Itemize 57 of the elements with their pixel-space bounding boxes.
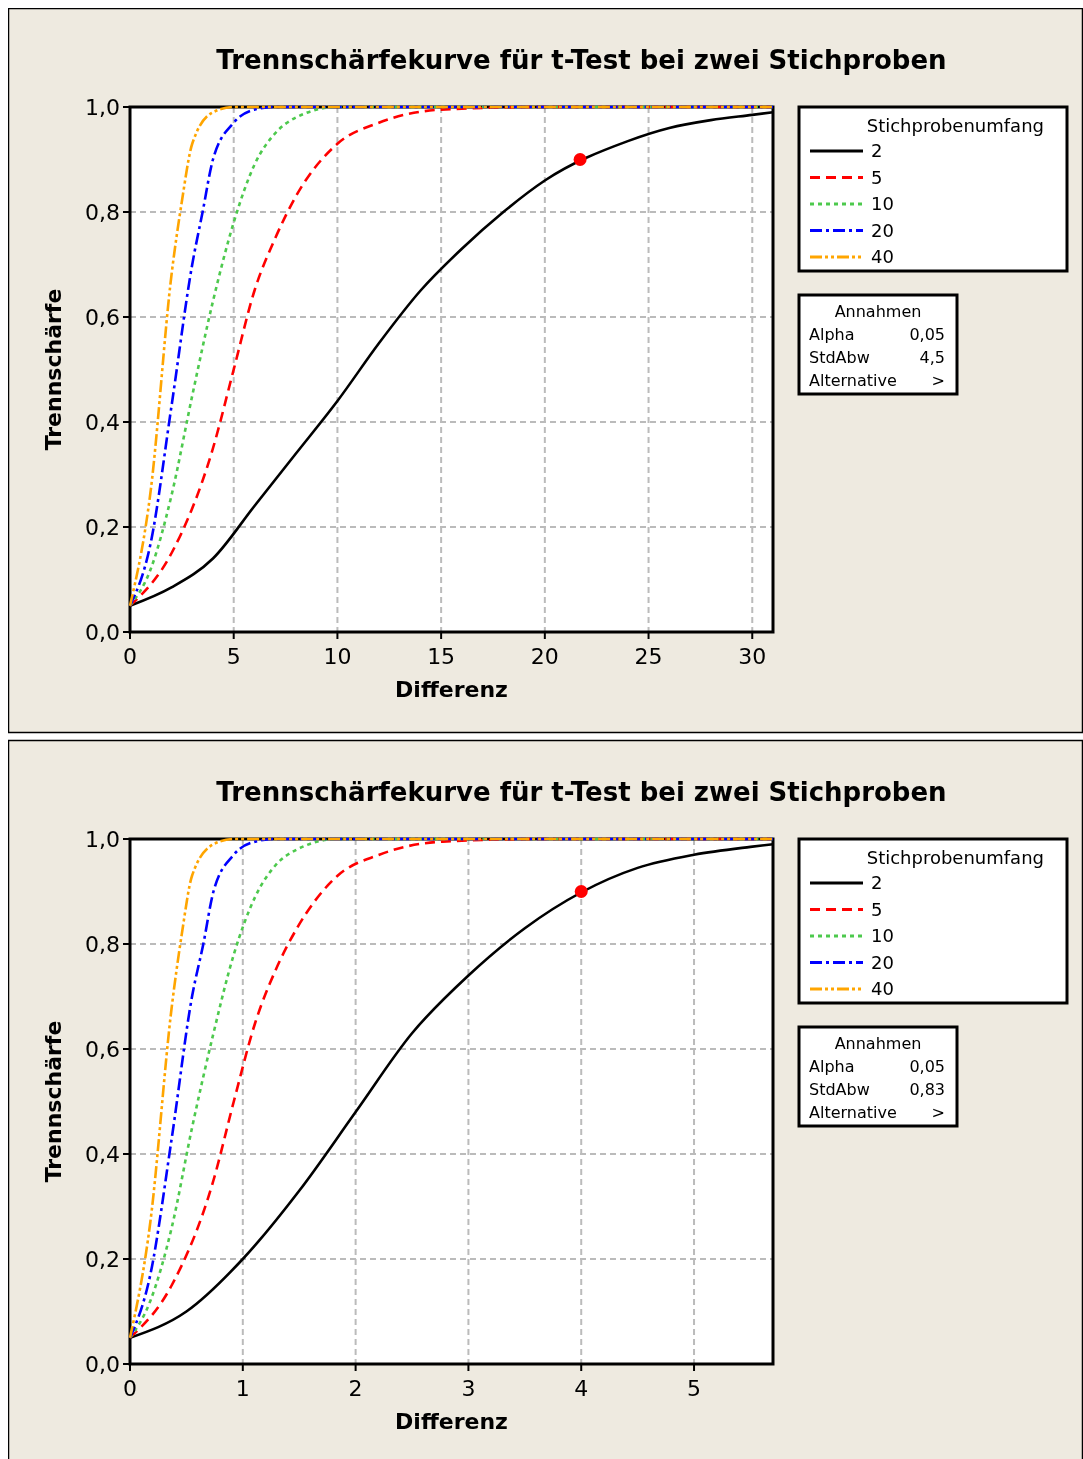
x-tick-label: 2 [348,1376,363,1401]
y-tick-label: 0,4 [85,410,120,435]
x-axis-title: Differenz [395,1409,508,1434]
y-axis-title: Trennschärfe [41,288,66,451]
text: Alpha [809,1057,855,1076]
y-tick-label: 1,0 [85,827,120,852]
x-tick-label: 0 [123,1376,137,1401]
x-tick-label: 25 [634,644,663,669]
legend-label: 5 [871,898,883,920]
text: 0,05 [909,325,945,344]
text: 4,5 [919,348,945,367]
legend-label: 10 [871,925,894,946]
text: StdAbw [809,348,870,367]
chart-title: Trennschärfekurve für t-Test bei zwei Stichproben [216,777,947,807]
legend-title: Stichprobenumfang [866,115,1044,136]
y-tick-label: 1,0 [85,95,120,120]
x-tick-label: 10 [323,644,352,669]
legend-title: Stichprobenumfang [866,847,1044,868]
x-tick-label: 20 [530,644,559,669]
text: > [931,371,945,390]
x-tick-label: 1 [235,1376,250,1401]
x-tick-label: 3 [461,1376,476,1401]
y-tick-label: 0,6 [85,1037,120,1062]
y-tick-label: 0,8 [85,200,120,225]
y-tick-label: 0,6 [85,305,120,330]
x-tick-label: 30 [738,644,767,669]
legend-label: 2 [871,140,883,161]
y-tick-label: 0,8 [85,932,120,957]
legend-label: 20 [871,951,894,973]
text: Annahmen [834,302,922,321]
y-axis-title: Trennschärfe [41,1020,66,1183]
text: Annahmen [834,1034,922,1053]
x-axis-title: Differenz [395,677,508,702]
legend-label: 40 [871,978,894,999]
x-tick-label: 4 [574,1376,589,1401]
x-tick-label: 5 [226,644,241,669]
text: 0,83 [909,1080,945,1099]
y-tick-label: 0,2 [85,1247,120,1272]
text: StdAbw [809,1080,870,1099]
legend-label: 20 [871,219,894,241]
legend-label: 40 [871,246,894,267]
text: > [931,1103,945,1122]
chart-title: Trennschärfekurve für t-Test bei zwei Stichproben [216,45,947,75]
y-tick-label: 0,2 [85,515,120,540]
legend-label: 2 [871,872,883,893]
text: Alternative [809,371,897,390]
text: 0,05 [909,1057,945,1076]
text: Alternative [809,1103,897,1122]
legend-label: 5 [871,166,883,188]
text: Alpha [809,325,855,344]
legend-label: 10 [871,193,894,214]
x-tick-label: 0 [123,644,137,669]
x-tick-label: 5 [687,1376,702,1401]
y-tick-label: 0,4 [85,1142,120,1167]
y-tick-label: 0,0 [85,1352,120,1377]
x-tick-label: 15 [427,644,456,669]
y-tick-label: 0,0 [85,620,120,645]
